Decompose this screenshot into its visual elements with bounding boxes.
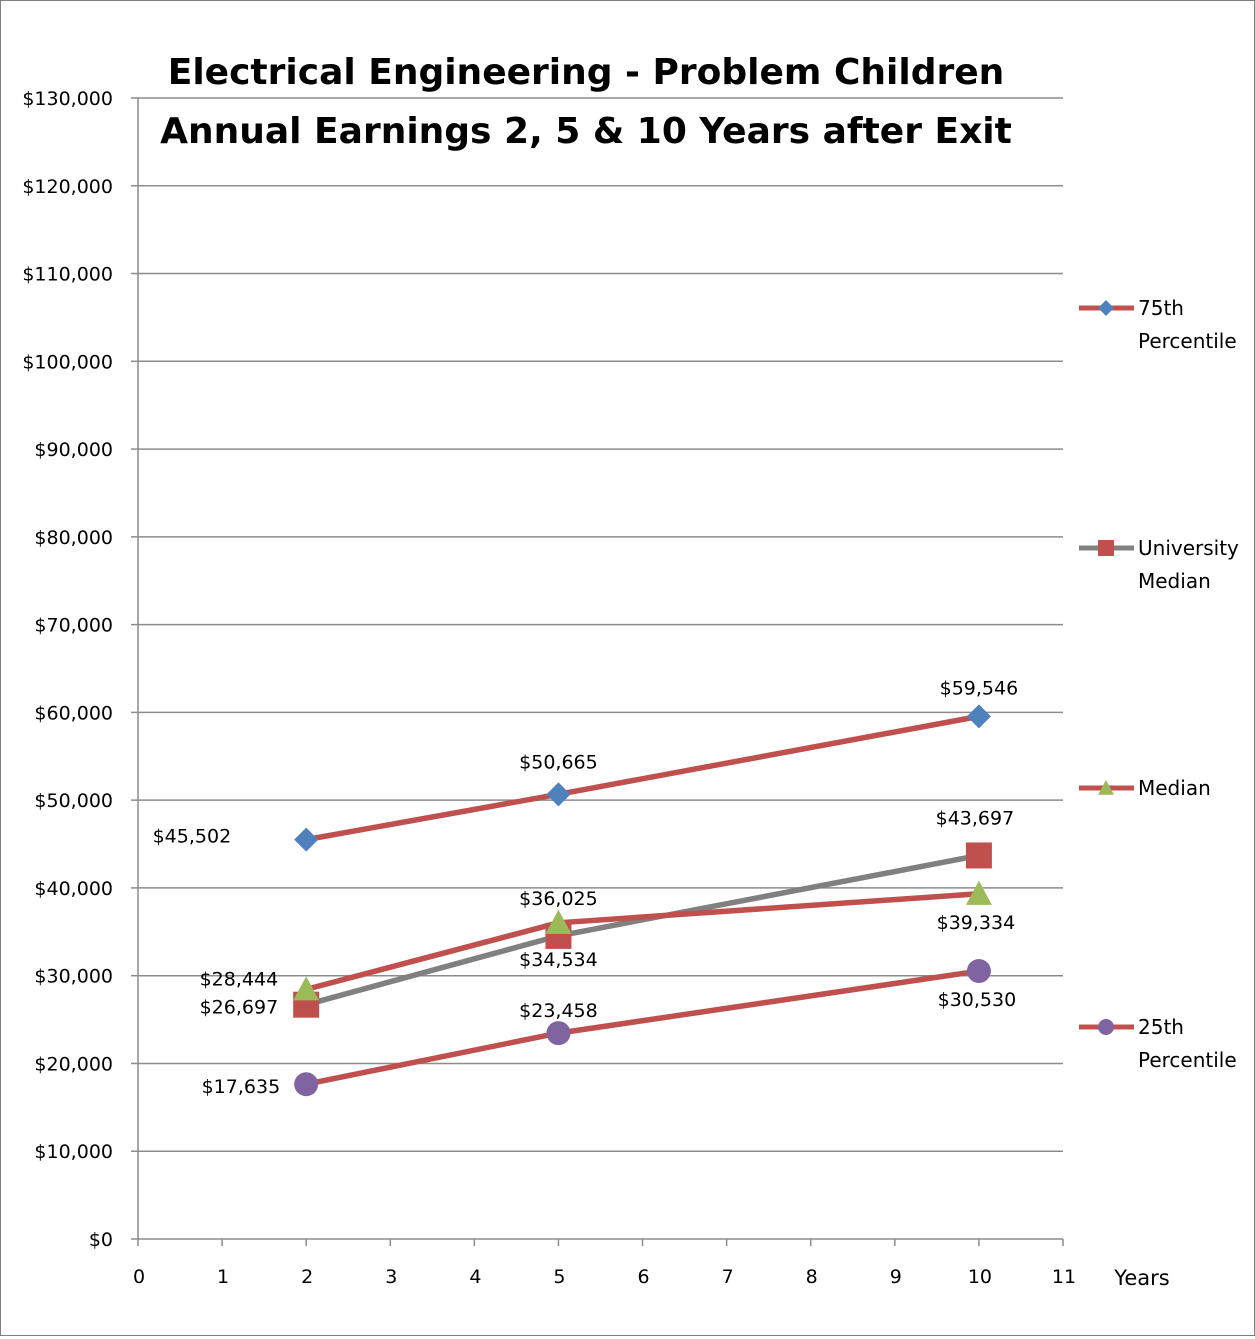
data-point-0-0: [294, 827, 319, 852]
x-axis-title: Years: [1113, 1266, 1169, 1290]
x-tick-label: 8: [806, 1266, 818, 1288]
x-tick-label: 9: [890, 1266, 902, 1288]
y-tick-label: $0: [89, 1229, 113, 1251]
data-point-0-2: [966, 704, 991, 729]
data-labels: $45,502 $50,665 $59,546 $26,697 $34,534 $43,6…: [153, 677, 1019, 1098]
y-tick-label: $80,000: [34, 527, 113, 549]
x-tick-label: 0: [133, 1266, 145, 1288]
y-tick-label: $70,000: [34, 615, 113, 637]
legend-label: 75th: [1138, 296, 1184, 320]
data-label: $17,635: [202, 1076, 281, 1098]
x-tick-label: 1: [217, 1266, 229, 1288]
data-label: $23,458: [519, 1000, 598, 1022]
data-label: $43,697: [936, 807, 1015, 829]
x-tick-label: 11: [1052, 1266, 1076, 1288]
y-tick-label: $50,000: [34, 790, 113, 812]
data-label: $45,502: [153, 826, 232, 848]
data-point-3-0: [294, 1072, 319, 1097]
y-tick-label: $110,000: [22, 264, 113, 286]
data-label: $39,334: [937, 912, 1016, 934]
legend-label: Median: [1138, 569, 1211, 593]
y-tick-label: $120,000: [22, 176, 113, 198]
series-line-1: [303, 852, 982, 1008]
y-tick-label: $100,000: [22, 351, 113, 373]
y-tick-label: $20,000: [34, 1053, 113, 1075]
data-label: $59,546: [940, 677, 1019, 699]
legend-label: 25th: [1138, 1015, 1184, 1039]
legend-marker: [1098, 780, 1114, 795]
legend-label: Percentile: [1138, 329, 1237, 353]
data-point-1-2: [965, 842, 992, 869]
legend-label: Percentile: [1138, 1048, 1237, 1072]
data-point-2-0: [293, 976, 320, 1001]
x-tick-label: 3: [385, 1266, 397, 1288]
data-point-3-2: [966, 959, 991, 984]
legend-marker: [1098, 1019, 1114, 1035]
legend-marker: [1098, 540, 1114, 556]
legend: 75th Percentile University Median Median 25th…: [1079, 296, 1239, 1072]
data-label: $30,530: [938, 989, 1017, 1011]
data-label: $36,025: [519, 888, 598, 910]
series-line-0: [303, 713, 982, 843]
gridlines: [138, 97, 1063, 1152]
series-line-3: [303, 968, 982, 1087]
x-tick-label: 4: [469, 1266, 481, 1288]
y-tick-label: $10,000: [34, 1141, 113, 1163]
axes: $0 $10,000 $20,000 $30,000 $40,000 $50,000 $60…: [22, 88, 1076, 1288]
data-label: $26,697: [200, 997, 279, 1019]
data-point-2-1: [545, 909, 572, 934]
data-point-2-2: [965, 880, 992, 905]
x-tick-label: 5: [553, 1266, 565, 1288]
data-point-0-1: [546, 782, 571, 807]
chart-title: Electrical Engineering - Problem Childre…: [160, 52, 1012, 152]
x-tick-label: 6: [637, 1266, 649, 1288]
y-tick-label: $130,000: [22, 88, 113, 110]
y-tick-label: $30,000: [34, 966, 113, 988]
x-tick-label: 2: [301, 1266, 313, 1288]
data-label: $28,444: [200, 968, 279, 990]
y-tick-label: $40,000: [34, 878, 113, 900]
legend-label: University: [1138, 536, 1239, 560]
data-point-3-1: [546, 1021, 571, 1046]
legend-marker: [1098, 300, 1114, 316]
chart-title-line-1: Electrical Engineering - Problem Childre…: [168, 52, 1005, 93]
x-tick-label: 10: [968, 1266, 992, 1288]
series-lines: [303, 713, 982, 1087]
chart-title-line-2: Annual Earnings 2, 5 & 10 Years after Ex…: [160, 111, 1012, 152]
y-tick-label: $60,000: [34, 702, 113, 724]
data-label: $50,665: [519, 751, 598, 773]
series-markers: [293, 704, 992, 1097]
legend-label: Median: [1138, 776, 1211, 800]
x-tick-label: 7: [722, 1266, 734, 1288]
data-label: $34,534: [519, 949, 598, 971]
y-tick-label: $90,000: [34, 439, 113, 461]
